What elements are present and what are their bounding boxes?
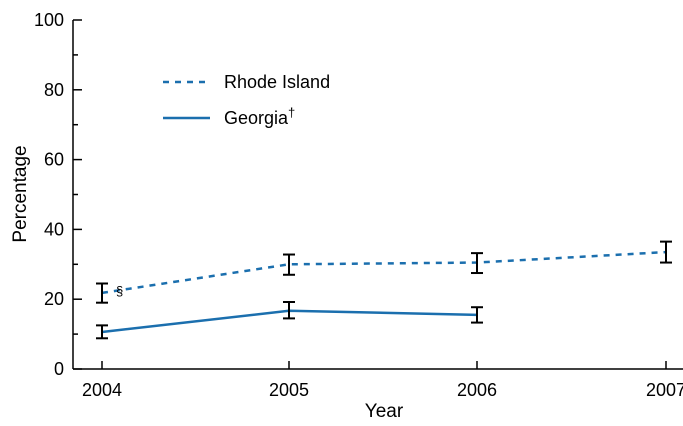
y-tick-label: 60	[44, 150, 64, 170]
error-bar-georgia	[283, 300, 295, 320]
y-axis-title: Percentage	[10, 145, 31, 242]
legend-label-georgia: Georgia†	[224, 105, 295, 128]
error-bar-rhode-island	[471, 252, 483, 275]
y-tick-label: 80	[44, 80, 64, 100]
x-tick-label: 2006	[457, 380, 497, 400]
legend: Rhode Island Georgia†	[163, 72, 330, 128]
error-bar-rhode-island	[96, 282, 108, 304]
y-ticks: 0 20 40 60 80 100	[34, 10, 82, 379]
axes: 0 20 40 60 80 100 2004 2005 2006 2007	[34, 10, 683, 400]
x-tick-label: 2007	[646, 380, 683, 400]
y-tick-label: 0	[54, 359, 64, 379]
error-bar-georgia	[96, 324, 108, 340]
error-bar-rhode-island	[283, 253, 295, 276]
error-bar-rhode-island	[660, 240, 672, 264]
x-tick-label: 2005	[269, 380, 309, 400]
x-tick-label: 2004	[82, 380, 122, 400]
error-bars	[96, 240, 672, 340]
error-bar-georgia	[471, 306, 483, 324]
x-axis-title: Year	[365, 401, 404, 422]
series-line-rhode-island	[101, 250, 667, 295]
legend-label-rhode-island: Rhode Island	[224, 72, 330, 92]
y-tick-label: 20	[44, 289, 64, 309]
x-ticks: 2004 2005 2006 2007	[82, 361, 683, 400]
series-layer	[101, 250, 667, 334]
annotations: §	[116, 283, 123, 298]
y-tick-label: 40	[44, 219, 64, 239]
legend-dagger: †	[288, 105, 295, 120]
footnote-mark: §	[116, 283, 123, 298]
y-tick-label: 100	[34, 10, 64, 30]
